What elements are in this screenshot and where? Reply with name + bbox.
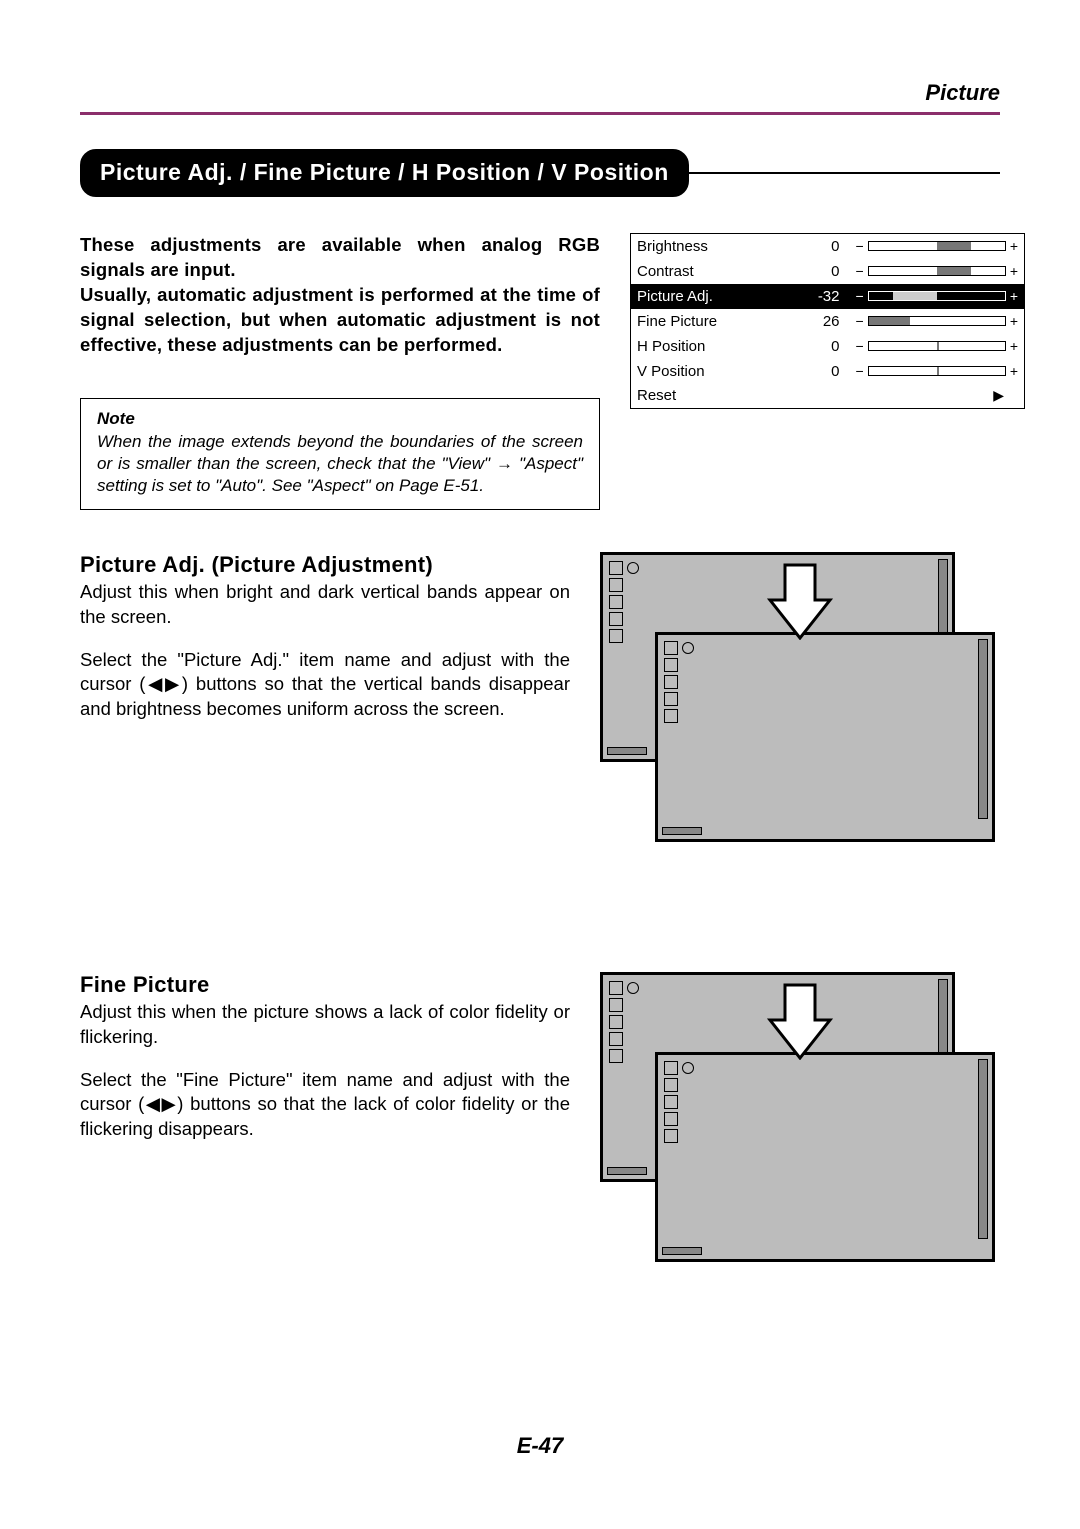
doc-icon [664,692,678,706]
intro-text: These adjustments are available when ana… [80,233,600,358]
setting-value: -32 [802,284,850,309]
taskbar-icon [607,747,647,755]
window-icon [609,561,623,575]
arrow-down-icon [765,560,835,640]
scrollbar-icon [978,639,988,819]
title-line [689,172,1000,174]
reset-label: Reset [631,384,802,409]
page-number: E-47 [0,1433,1080,1459]
settings-row[interactable]: Fine Picture26−+ [631,309,1025,334]
minus-icon: − [856,363,864,379]
setting-name: Picture Adj. [631,284,802,309]
settings-row[interactable]: V Position0−+ [631,359,1025,384]
circle-icon [682,642,694,654]
doc-icon [609,1015,623,1029]
minus-icon: − [856,338,864,354]
doc-icon [609,629,623,643]
setting-slider[interactable]: −+ [850,334,1025,359]
window-icon [664,641,678,655]
settings-row[interactable]: Contrast0−+ [631,259,1025,284]
doc-icon [609,1032,623,1046]
doc-icon [664,1078,678,1092]
page-title-pill: Picture Adj. / Fine Picture / H Position… [80,149,689,197]
setting-value: 0 [802,234,850,259]
circle-icon [682,1062,694,1074]
reset-arrow-icon: ▶ [850,384,1025,409]
doc-icon [664,709,678,723]
plus-icon: + [1010,313,1018,329]
taskbar-icon [662,827,702,835]
title-row: Picture Adj. / Fine Picture / H Position… [80,149,1000,197]
intro-row: These adjustments are available when ana… [80,233,1000,510]
setting-name: Contrast [631,259,802,284]
setting-slider[interactable]: −+ [850,259,1025,284]
setting-slider[interactable]: −+ [850,309,1025,334]
settings-row[interactable]: H Position0−+ [631,334,1025,359]
section2-p2: Select the "Fine Picture" item name and … [80,1068,570,1142]
settings-menu: Brightness0−+Contrast0−+Picture Adj.-32−… [630,233,1025,409]
setting-value: 26 [802,309,850,334]
doc-icon [664,675,678,689]
minus-icon: − [856,238,864,254]
diagram-fine-picture [600,972,995,1272]
section2-p1: Adjust this when the picture shows a lac… [80,1000,570,1050]
setting-slider[interactable]: −+ [850,284,1025,309]
doc-icon [609,998,623,1012]
doc-icon [609,612,623,626]
minus-icon: − [856,263,864,279]
plus-icon: + [1010,238,1018,254]
note-body: When the image extends beyond the bounda… [97,431,583,497]
taskbar-icon [662,1247,702,1255]
settings-reset-row[interactable]: Reset ▶ [631,384,1025,409]
section-picture-adj: Picture Adj. (Picture Adjustment) Adjust… [80,552,1000,852]
setting-name: Brightness [631,234,802,259]
diagram-picture-adj [600,552,995,852]
note-label: Note [97,409,583,429]
plus-icon: + [1010,263,1018,279]
setting-slider[interactable]: −+ [850,359,1025,384]
minus-icon: − [856,313,864,329]
doc-icon [664,1129,678,1143]
arrow-down-icon [765,980,835,1060]
plus-icon: + [1010,338,1018,354]
doc-icon [664,1095,678,1109]
taskbar-icon [607,1167,647,1175]
scrollbar-icon [978,1059,988,1239]
setting-value: 0 [802,359,850,384]
window-icon [664,1061,678,1075]
section-fine-picture: Fine Picture Adjust this when the pictur… [80,972,1000,1272]
setting-slider[interactable]: −+ [850,234,1025,259]
circle-icon [627,562,639,574]
section1-p1: Adjust this when bright and dark vertica… [80,580,570,630]
doc-icon [609,595,623,609]
header-rule [80,112,1000,115]
circle-icon [627,982,639,994]
manual-page: Picture Picture Adj. / Fine Picture / H … [0,0,1080,1272]
doc-icon [609,1049,623,1063]
note-box: Note When the image extends beyond the b… [80,398,600,510]
setting-name: H Position [631,334,802,359]
setting-name: Fine Picture [631,309,802,334]
setting-value: 0 [802,334,850,359]
window-icon [609,981,623,995]
plus-icon: + [1010,363,1018,379]
minus-icon: − [856,288,864,304]
section2-heading: Fine Picture [80,972,570,998]
doc-icon [609,578,623,592]
plus-icon: + [1010,288,1018,304]
header-section-label: Picture [80,80,1000,112]
doc-icon [664,1112,678,1126]
setting-name: V Position [631,359,802,384]
section1-heading: Picture Adj. (Picture Adjustment) [80,552,570,578]
doc-icon [664,658,678,672]
setting-value: 0 [802,259,850,284]
section1-p2: Select the "Picture Adj." item name and … [80,648,570,722]
settings-row[interactable]: Brightness0−+ [631,234,1025,259]
settings-row[interactable]: Picture Adj.-32−+ [631,284,1025,309]
